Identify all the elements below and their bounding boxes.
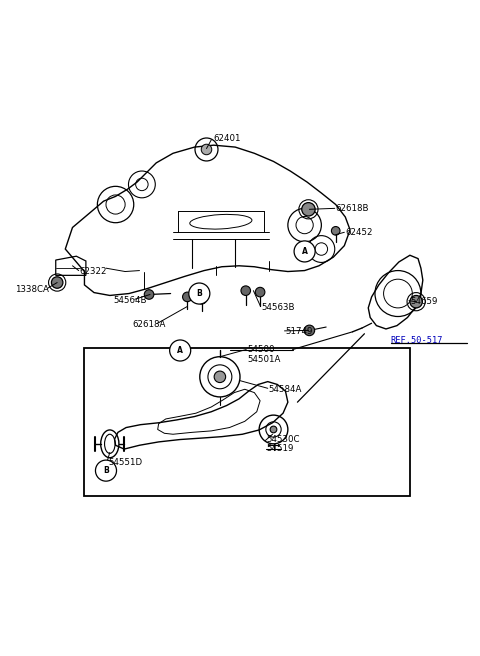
Circle shape <box>96 460 117 481</box>
Circle shape <box>241 286 251 295</box>
Text: 54564B: 54564B <box>113 296 147 305</box>
Text: 54501A: 54501A <box>247 355 280 363</box>
Text: 54519: 54519 <box>266 444 294 453</box>
Circle shape <box>410 295 422 308</box>
Text: 54500: 54500 <box>247 345 275 354</box>
Text: 54584A: 54584A <box>269 385 302 394</box>
Text: B: B <box>103 466 109 475</box>
Text: 62322: 62322 <box>80 267 107 276</box>
Circle shape <box>255 287 265 297</box>
Text: 51749: 51749 <box>286 327 313 337</box>
Circle shape <box>201 144 212 155</box>
Text: 54659: 54659 <box>410 297 437 306</box>
Text: A: A <box>177 346 183 355</box>
Text: 62401: 62401 <box>214 134 241 144</box>
Circle shape <box>331 226 340 235</box>
Text: 54563B: 54563B <box>262 303 295 312</box>
Circle shape <box>270 426 277 433</box>
Text: 62452: 62452 <box>345 228 373 237</box>
Text: 54530C: 54530C <box>266 434 300 443</box>
Circle shape <box>182 292 192 302</box>
Text: 1338CA: 1338CA <box>15 285 49 294</box>
Text: B: B <box>196 289 202 298</box>
Text: 54551D: 54551D <box>108 459 143 468</box>
Text: A: A <box>301 247 308 256</box>
Circle shape <box>304 325 315 336</box>
Circle shape <box>189 283 210 304</box>
Text: 62618A: 62618A <box>132 319 166 329</box>
Circle shape <box>169 340 191 361</box>
Text: 62618B: 62618B <box>336 204 369 213</box>
Circle shape <box>197 295 206 304</box>
Circle shape <box>294 241 315 262</box>
Text: REF.50-517: REF.50-517 <box>391 337 443 346</box>
Bar <box>84 348 410 497</box>
Circle shape <box>144 290 154 299</box>
Circle shape <box>214 371 226 382</box>
Circle shape <box>51 277 63 288</box>
Circle shape <box>302 203 315 216</box>
